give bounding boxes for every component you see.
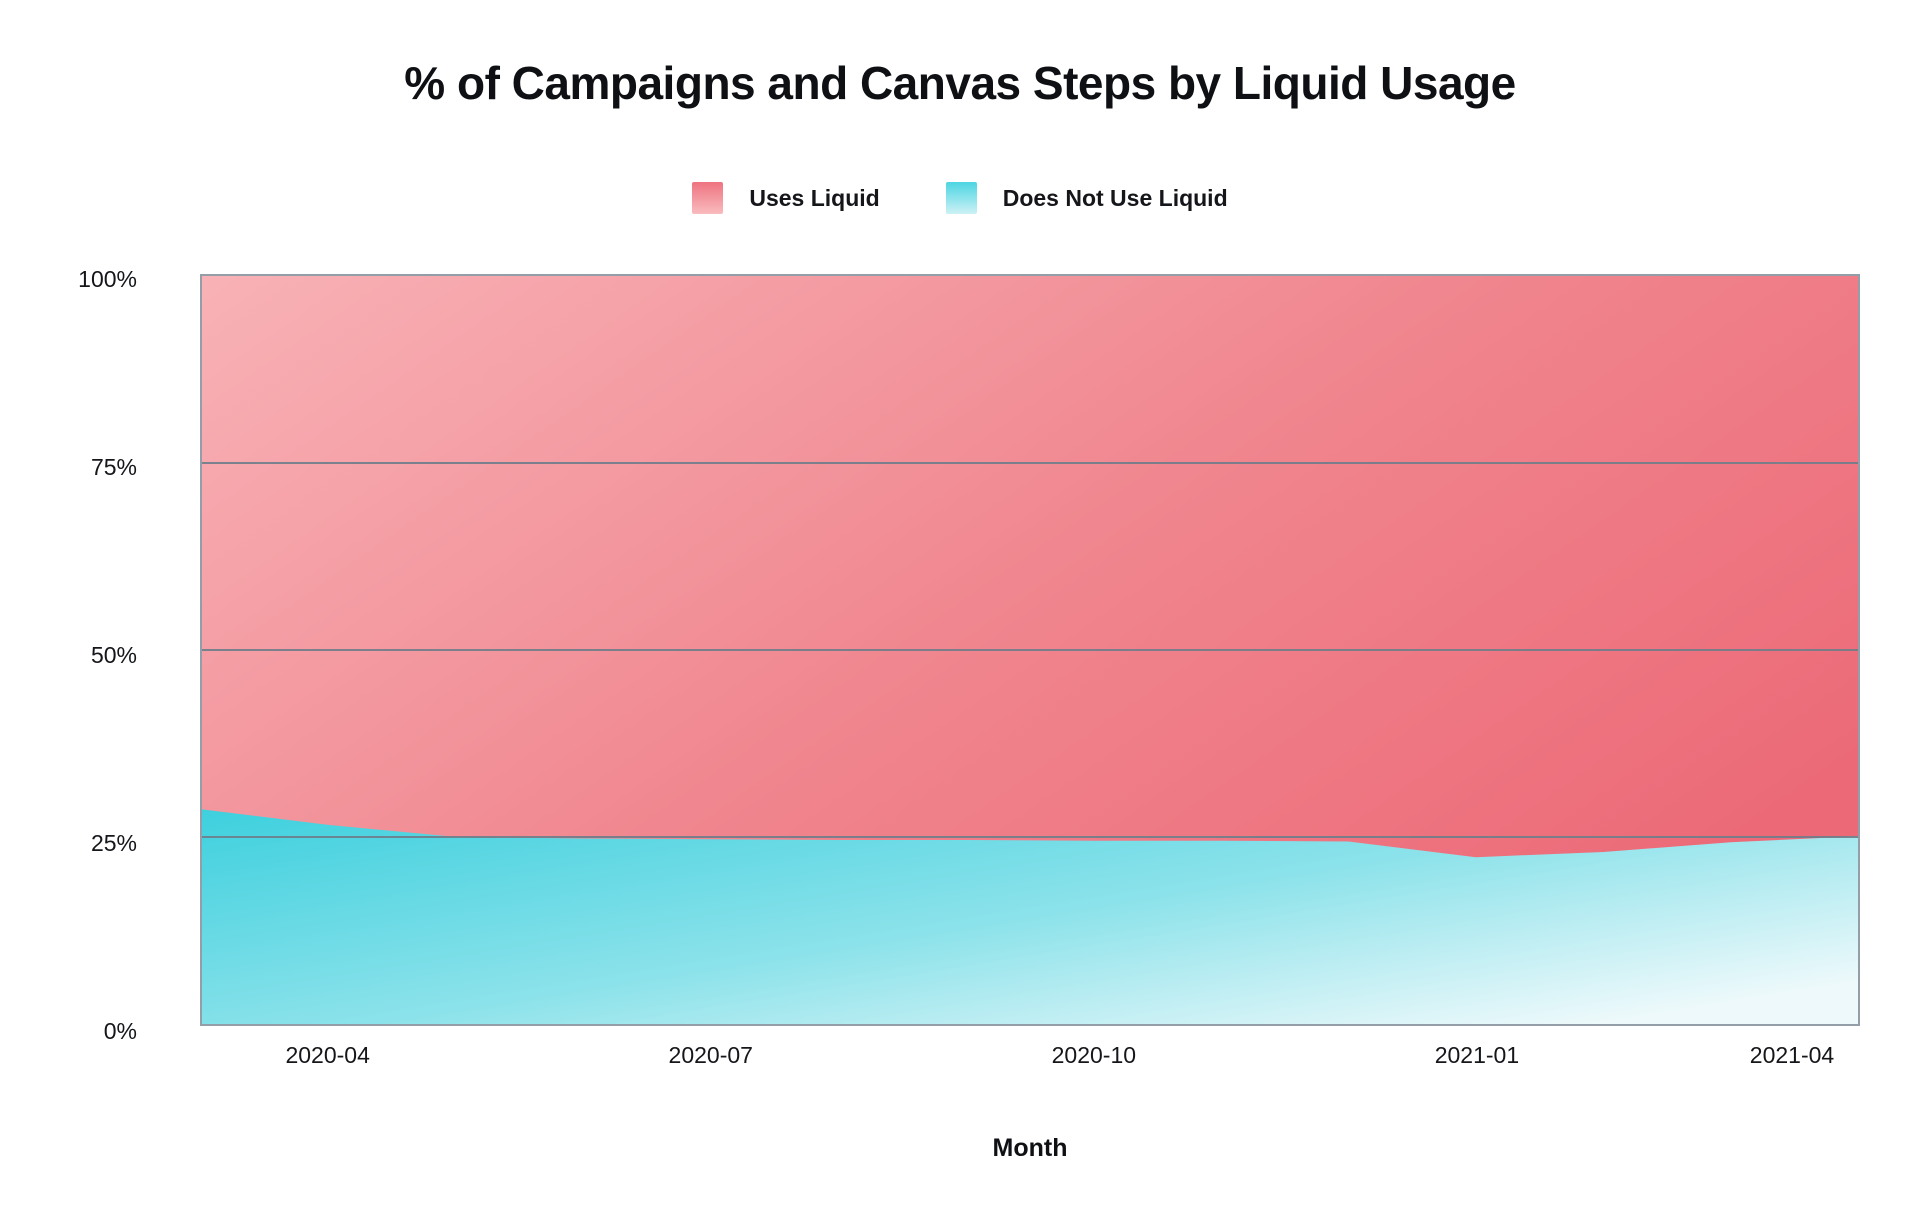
y-tick-label-50: 50%: [90, 642, 137, 668]
plot-area: [200, 274, 1860, 1026]
legend: Uses Liquid Does Not Use Liquid: [0, 180, 1920, 216]
legend-item-uses-liquid: Uses Liquid: [692, 182, 880, 214]
y-tick-label-0: 0%: [103, 1018, 137, 1044]
uses-liquid-swatch: [692, 182, 724, 214]
gridline-75-percent: [202, 462, 1858, 464]
does-not-use-liquid-legend-label: Does Not Use Liquid: [1002, 184, 1228, 211]
y-tick-label-75: 75%: [90, 454, 137, 480]
x-tick-label-2020-07: 2020-07: [668, 1042, 753, 1068]
x-tick-label-2021-04: 2021-04: [1749, 1042, 1835, 1068]
x-axis-title: Month: [992, 1134, 1068, 1162]
x-tick-label-2020-04: 2020-04: [285, 1042, 370, 1068]
gridline-25-percent: [202, 836, 1858, 838]
does-not-use-liquid-swatch: [945, 182, 977, 214]
x-tick-label-2020-10: 2020-10: [1051, 1042, 1137, 1068]
does-not-use-liquid-area: [202, 809, 1858, 1024]
legend-item-does-not-use-liquid: Does Not Use Liquid: [945, 182, 1228, 214]
x-tick-label-2021-01: 2021-01: [1434, 1042, 1520, 1068]
y-tick-label-25: 25%: [90, 830, 137, 856]
uses-liquid-legend-label: Uses Liquid: [749, 184, 880, 211]
gridline-50-percent: [202, 649, 1858, 651]
y-tick-label-100: 100%: [78, 266, 137, 292]
chart-title: % of Campaigns and Canvas Steps by Liqui…: [404, 57, 1516, 109]
